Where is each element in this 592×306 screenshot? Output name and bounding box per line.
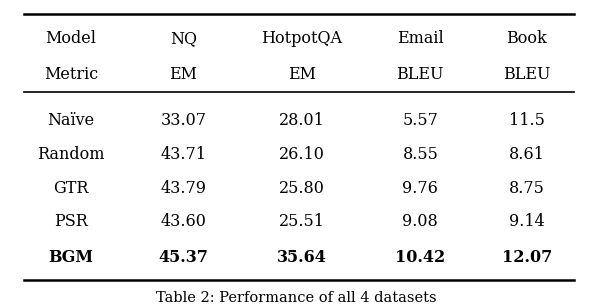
Text: 9.08: 9.08 bbox=[403, 213, 438, 230]
Text: BGM: BGM bbox=[49, 248, 94, 266]
Text: HotpotQA: HotpotQA bbox=[262, 30, 342, 47]
Text: Email: Email bbox=[397, 30, 443, 47]
Text: NQ: NQ bbox=[170, 30, 197, 47]
Text: 35.64: 35.64 bbox=[277, 248, 327, 266]
Text: 45.37: 45.37 bbox=[159, 248, 208, 266]
Text: 12.07: 12.07 bbox=[502, 248, 552, 266]
Text: 9.14: 9.14 bbox=[509, 213, 545, 230]
Text: 43.71: 43.71 bbox=[160, 146, 207, 163]
Text: Table 2: Performance of all 4 datasets: Table 2: Performance of all 4 datasets bbox=[156, 291, 436, 305]
Text: Naïve: Naïve bbox=[47, 112, 95, 129]
Text: EM: EM bbox=[169, 66, 198, 84]
Text: 8.61: 8.61 bbox=[509, 146, 545, 163]
Text: BLEU: BLEU bbox=[503, 66, 551, 84]
Text: 8.75: 8.75 bbox=[509, 180, 545, 197]
Text: BLEU: BLEU bbox=[397, 66, 444, 84]
Text: 8.55: 8.55 bbox=[403, 146, 438, 163]
Text: EM: EM bbox=[288, 66, 316, 84]
Text: 10.42: 10.42 bbox=[395, 248, 445, 266]
Text: 11.5: 11.5 bbox=[509, 112, 545, 129]
Text: 43.60: 43.60 bbox=[160, 213, 207, 230]
Text: Metric: Metric bbox=[44, 66, 98, 84]
Text: 9.76: 9.76 bbox=[403, 180, 438, 197]
Text: 25.51: 25.51 bbox=[279, 213, 325, 230]
Text: GTR: GTR bbox=[53, 180, 89, 197]
Text: 26.10: 26.10 bbox=[279, 146, 325, 163]
Text: 33.07: 33.07 bbox=[160, 112, 207, 129]
Text: Random: Random bbox=[37, 146, 105, 163]
Text: 5.57: 5.57 bbox=[403, 112, 438, 129]
Text: 28.01: 28.01 bbox=[279, 112, 325, 129]
Text: Model: Model bbox=[46, 30, 96, 47]
Text: PSR: PSR bbox=[54, 213, 88, 230]
Text: Book: Book bbox=[507, 30, 547, 47]
Text: 43.79: 43.79 bbox=[160, 180, 207, 197]
Text: 25.80: 25.80 bbox=[279, 180, 325, 197]
